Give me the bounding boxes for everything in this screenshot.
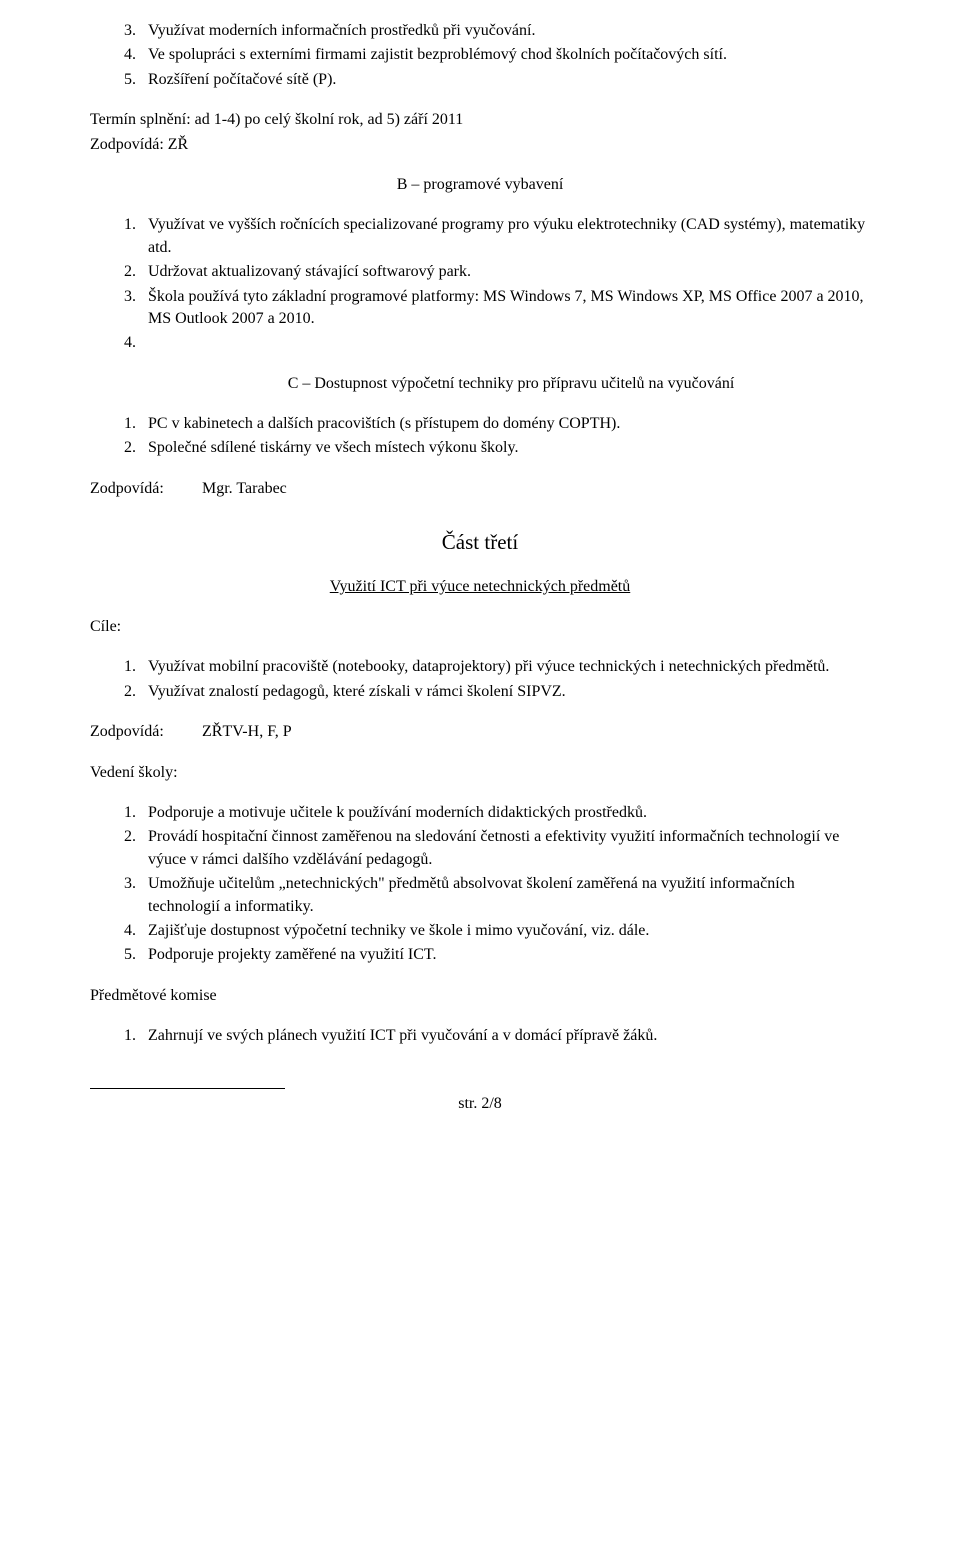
list-text: Zajišťuje dostupnost výpočetní techniky … — [144, 920, 870, 942]
list-text: Rozšíření počítačové sítě (P). — [144, 69, 870, 91]
list-number: 1. — [116, 656, 144, 678]
list-number: 3. — [116, 20, 144, 42]
list-number: 3. — [116, 286, 144, 331]
part-title: Část třetí — [90, 528, 870, 557]
list-number: 4. — [116, 920, 144, 942]
list-number: 1. — [116, 1025, 144, 1047]
list-b: 1. Využívat ve vyšších ročnících special… — [90, 214, 870, 354]
list-number: 1. — [116, 802, 144, 824]
list-cile: 1. Využívat mobilní pracoviště (notebook… — [90, 656, 870, 703]
komise-label: Předmětové komise — [90, 985, 870, 1007]
zodpovida-label: Zodpovídá: — [90, 721, 202, 743]
page-footer: str. 2/8 — [90, 1088, 870, 1115]
zodpovida-value: ZŘTV-H, F, P — [202, 721, 292, 743]
section-c-title: C – Dostupnost výpočetní techniky pro př… — [90, 373, 870, 395]
list-komise: 1. Zahrnují ve svých plánech využití ICT… — [90, 1025, 870, 1047]
part-subtitle: Využití ICT při výuce netechnických před… — [90, 576, 870, 598]
list-number: 2. — [116, 437, 144, 459]
list-item: 1. Využívat mobilní pracoviště (notebook… — [116, 656, 870, 678]
list-item: 1. Zahrnují ve svých plánech využití ICT… — [116, 1025, 870, 1047]
list-text: Podporuje a motivuje učitele k používání… — [144, 802, 870, 824]
cile-label: Cíle: — [90, 616, 870, 638]
list-item: 2. Udržovat aktualizovaný stávající soft… — [116, 261, 870, 283]
list-number: 2. — [116, 261, 144, 283]
footer-divider — [90, 1088, 285, 1089]
list-number: 2. — [116, 826, 144, 871]
list-item: 1. PC v kabinetech a dalších pracovištíc… — [116, 413, 870, 435]
list-item: 1. Podporuje a motivuje učitele k použív… — [116, 802, 870, 824]
page-number: str. 2/8 — [90, 1093, 870, 1115]
list-text: Provádí hospitační činnost zaměřenou na … — [144, 826, 870, 871]
list-text: Využívat ve vyšších ročnících specializo… — [144, 214, 870, 259]
list-number: 5. — [116, 69, 144, 91]
list-item: 2. Společné sdílené tiskárny ve všech mí… — [116, 437, 870, 459]
list-item: 1. Využívat ve vyšších ročnících special… — [116, 214, 870, 259]
list-text: Zahrnují ve svých plánech využití ICT př… — [144, 1025, 870, 1047]
list-item: 3. Využívat moderních informačních prost… — [116, 20, 870, 42]
list-text — [144, 332, 870, 354]
list-vedeni: 1. Podporuje a motivuje učitele k použív… — [90, 802, 870, 967]
list-number: 4. — [116, 332, 144, 354]
list-number: 5. — [116, 944, 144, 966]
list-number: 1. — [116, 214, 144, 259]
list-item: 4. — [116, 332, 870, 354]
list-text: Využívat mobilní pracoviště (notebooky, … — [144, 656, 870, 678]
list-top: 3. Využívat moderních informačních prost… — [90, 20, 870, 91]
termin-line1: Termín splnění: ad 1-4) po celý školní r… — [90, 109, 870, 131]
list-item: 5. Podporuje projekty zaměřené na využit… — [116, 944, 870, 966]
list-item: 2. Provádí hospitační činnost zaměřenou … — [116, 826, 870, 871]
list-item: 4. Zajišťuje dostupnost výpočetní techni… — [116, 920, 870, 942]
zodpovida-row-1: Zodpovídá: Mgr. Tarabec — [90, 478, 870, 500]
list-number: 2. — [116, 681, 144, 703]
list-text: Využívat znalostí pedagogů, které získal… — [144, 681, 870, 703]
list-text: Umožňuje učitelům „netechnických" předmě… — [144, 873, 870, 918]
zodpovida-label: Zodpovídá: — [90, 478, 202, 500]
list-text: Škola používá tyto základní programové p… — [144, 286, 870, 331]
list-item: 5. Rozšíření počítačové sítě (P). — [116, 69, 870, 91]
list-item: 2. Využívat znalostí pedagogů, které zís… — [116, 681, 870, 703]
list-c: 1. PC v kabinetech a dalších pracovištíc… — [90, 413, 870, 460]
list-text: Podporuje projekty zaměřené na využití I… — [144, 944, 870, 966]
list-text: Společné sdílené tiskárny ve všech míste… — [144, 437, 870, 459]
termin-line2: Zodpovídá: ZŘ — [90, 134, 870, 156]
list-text: Ve spolupráci s externími firmami zajist… — [144, 44, 870, 66]
part-subtitle-text: Využití ICT při výuce netechnických před… — [330, 578, 631, 595]
section-b-title: B – programové vybavení — [90, 174, 870, 196]
list-number: 1. — [116, 413, 144, 435]
list-item: 3. Umožňuje učitelům „netechnických" pře… — [116, 873, 870, 918]
list-text: Udržovat aktualizovaný stávající softwar… — [144, 261, 870, 283]
list-item: 3. Škola používá tyto základní programov… — [116, 286, 870, 331]
list-number: 3. — [116, 873, 144, 918]
list-number: 4. — [116, 44, 144, 66]
list-text: PC v kabinetech a dalších pracovištích (… — [144, 413, 870, 435]
zodpovida-value: Mgr. Tarabec — [202, 478, 287, 500]
list-item: 4. Ve spolupráci s externími firmami zaj… — [116, 44, 870, 66]
vedeni-label: Vedení školy: — [90, 762, 870, 784]
zodpovida-row-2: Zodpovídá: ZŘTV-H, F, P — [90, 721, 870, 743]
list-text: Využívat moderních informačních prostřed… — [144, 20, 870, 42]
